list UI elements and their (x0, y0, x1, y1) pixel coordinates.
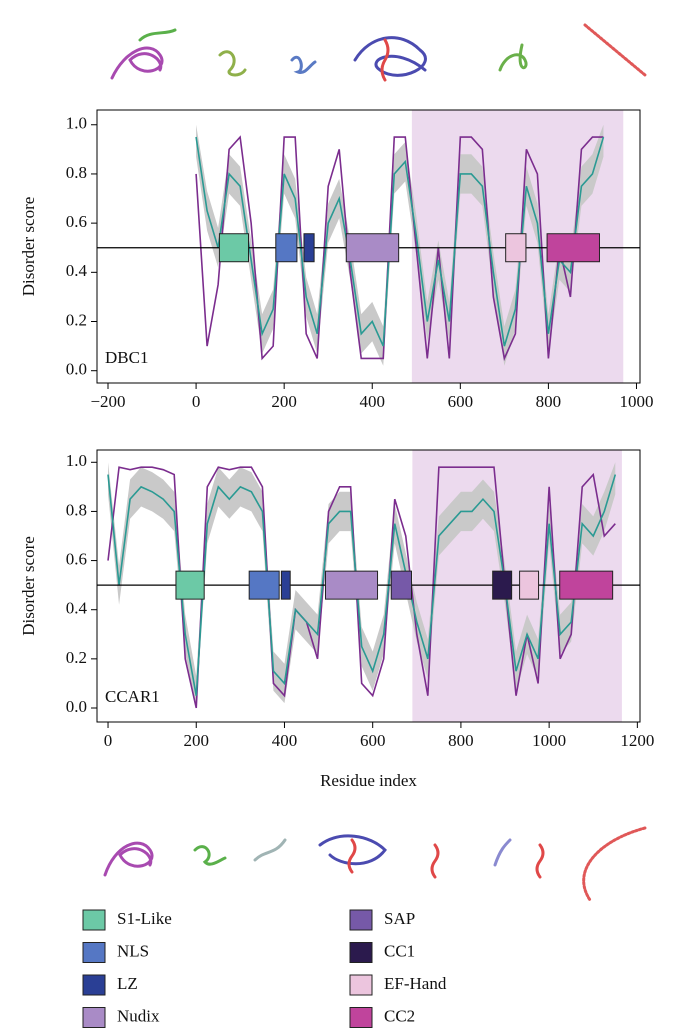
domain-box (248, 570, 280, 600)
y-tick-label: 0.0 (66, 697, 87, 716)
y-tick-label: 0.8 (66, 500, 87, 519)
legend-swatch (82, 909, 106, 931)
x-tick-label: 1000 (532, 731, 566, 750)
x-tick-label: 0 (104, 731, 113, 750)
y-tick-label: 0.4 (66, 599, 88, 618)
domain-box (275, 233, 298, 263)
y-tick-label: 1.0 (66, 114, 87, 133)
disorder-line (107, 466, 616, 709)
panel: −200 0 200 400 600 800 1000 0.0 0.2 0.4 0.6 0.8 1.0 D… (19, 109, 653, 411)
domain-box (546, 233, 600, 263)
legend-swatch (82, 942, 106, 963)
legend-swatch (82, 1007, 106, 1028)
x-tick-label: 200 (183, 731, 209, 750)
y-tick-label: 0.4 (66, 261, 88, 280)
panel-label: DBC1 (105, 348, 148, 367)
x-tick-label: 400 (272, 731, 298, 750)
legend-swatch (349, 942, 373, 963)
domain-box (390, 570, 413, 600)
legend-label: CC2 (384, 1006, 415, 1025)
domain-box (303, 233, 315, 263)
y-tick-label: 0.2 (66, 310, 87, 329)
domain-box (559, 570, 614, 600)
structure-icons-top (110, 23, 647, 82)
y-axis-label: Disorder score (19, 536, 38, 636)
x-axis-label: Residue index (320, 771, 417, 790)
plot-frame (96, 109, 641, 384)
x-tick-label: 200 (271, 392, 297, 411)
domain-box (218, 233, 249, 263)
x-tick-label: −200 (90, 392, 125, 411)
legend-label: Nudix (117, 1006, 160, 1025)
plot-frame (96, 449, 641, 723)
x-tick-label: 600 (360, 731, 386, 750)
legend-swatch (349, 909, 373, 931)
x-tick-label: 800 (536, 392, 562, 411)
x-tick-label: 800 (448, 731, 474, 750)
panel-label: CCAR1 (105, 687, 160, 706)
legend-label: CC1 (384, 941, 415, 960)
legend-swatch (82, 974, 106, 996)
legend-swatch (349, 1007, 373, 1028)
y-tick-label: 1.0 (66, 451, 87, 470)
y-tick-label: 0.6 (66, 212, 87, 231)
legend-swatch (349, 974, 373, 996)
disorder-line (195, 135, 604, 362)
legend: S1-Like NLS LZ Nudix SAP CC1 EF-Hand CC2 (82, 909, 447, 1028)
domain-box (505, 233, 527, 263)
domain-box (324, 570, 379, 600)
uncertainty-band (108, 462, 616, 708)
disorder-line (195, 136, 605, 347)
y-tick-label: 0.0 (66, 360, 87, 379)
x-tick-label: 400 (359, 392, 385, 411)
x-tick-label: 1000 (619, 392, 653, 411)
domain-box (345, 233, 400, 263)
x-tick-label: 600 (448, 392, 474, 411)
structure-icons-bottom (103, 826, 647, 902)
panel: 0 200 400 600 800 1000 1200 0.0 0.2 0.4 0.6 0.8 1.0 C… (19, 449, 654, 790)
y-tick-label: 0.8 (66, 163, 87, 182)
x-tick-label: 0 (192, 392, 201, 411)
y-tick-label: 0.2 (66, 648, 87, 667)
legend-label: S1-Like (117, 909, 172, 928)
x-tick-label: 1200 (620, 731, 654, 750)
domain-box (175, 570, 205, 600)
legend-label: LZ (117, 974, 138, 993)
legend-label: EF-Hand (384, 974, 447, 993)
domain-box (519, 570, 540, 600)
legend-label: NLS (117, 941, 149, 960)
domain-box (280, 570, 291, 600)
y-tick-label: 0.6 (66, 549, 87, 568)
y-axis-label: Disorder score (19, 197, 38, 297)
disorder-line (107, 474, 617, 696)
domain-box (492, 570, 513, 600)
legend-label: SAP (384, 909, 415, 928)
